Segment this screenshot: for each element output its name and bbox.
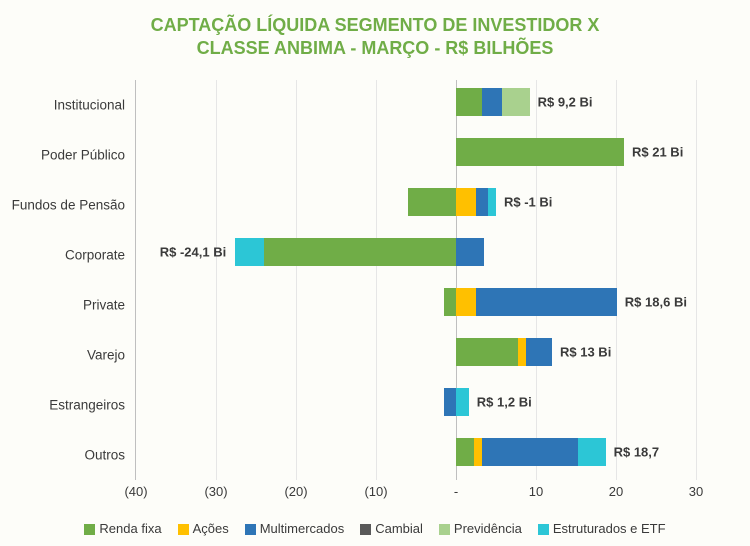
bar-track: R$ 13 Bi [136,338,695,366]
total-label: R$ 18,7 [614,445,660,460]
x-axis-tick-label: (40) [124,484,147,499]
legend-item: Renda fixa [84,521,161,536]
legend-swatch [178,524,189,535]
legend-label: Ações [193,521,229,536]
bar-track: R$ 18,6 Bi [136,288,695,316]
bar-segment [518,338,526,366]
bar-segment [444,288,456,316]
bar-segment [482,88,502,116]
legend-swatch [439,524,450,535]
bar-segment [474,438,482,466]
chart-title: CAPTAÇÃO LÍQUIDA SEGMENTO DE INVESTIDOR … [0,0,750,61]
legend-item: Multimercados [245,521,345,536]
category-label: Poder Público [0,148,125,163]
bar-track: R$ -1 Bi [136,188,695,216]
total-label: R$ 13 Bi [560,345,611,360]
x-axis-tick-label: (10) [364,484,387,499]
category-label: Fundos de Pensão [0,198,125,213]
bar-segment [476,188,488,216]
bar-segment [444,388,456,416]
bar-segment [408,188,456,216]
category-label: Institucional [0,98,125,113]
bar-row: Poder PúblicoR$ 21 Bi [136,130,695,180]
legend-label: Estruturados e ETF [553,521,666,536]
bar-segment [456,238,484,266]
bar-segment [482,438,578,466]
bar-segment [456,338,518,366]
legend-swatch [245,524,256,535]
category-label: Outros [0,448,125,463]
x-axis-tick-label: - [454,484,458,499]
bar-track: R$ 9,2 Bi [136,88,695,116]
legend-swatch [538,524,549,535]
bar-segment [578,438,605,466]
legend-label: Renda fixa [99,521,161,536]
legend-swatch [360,524,371,535]
total-label: R$ 18,6 Bi [625,295,687,310]
chart-plot-area: (40)(30)(20)(10)-102030InstitucionalR$ 9… [135,80,695,480]
category-label: Private [0,298,125,313]
bar-row: EstrangeirosR$ 1,2 Bi [136,380,695,430]
x-axis-tick-label: 20 [609,484,623,499]
bar-row: Fundos de PensãoR$ -1 Bi [136,180,695,230]
bar-row: PrivateR$ 18,6 Bi [136,280,695,330]
bar-track: R$ -24,1 Bi [136,238,695,266]
bar-segment [264,238,456,266]
x-axis-tick-label: (30) [204,484,227,499]
total-label: R$ -1 Bi [504,195,552,210]
bar-row: CorporateR$ -24,1 Bi [136,230,695,280]
bar-segment [526,338,552,366]
bar-segment [476,288,617,316]
bar-segment [456,438,474,466]
bar-track: R$ 1,2 Bi [136,388,695,416]
legend-label: Multimercados [260,521,345,536]
category-label: Corporate [0,248,125,263]
total-label: R$ 9,2 Bi [538,95,593,110]
bar-row: InstitucionalR$ 9,2 Bi [136,80,695,130]
bar-segment [456,88,482,116]
legend-swatch [84,524,95,535]
chart-title-line1: CAPTAÇÃO LÍQUIDA SEGMENTO DE INVESTIDOR … [0,14,750,37]
bar-segment [456,188,476,216]
bar-segment [502,88,530,116]
total-label: R$ -24,1 Bi [160,245,226,260]
total-label: R$ 1,2 Bi [477,395,532,410]
bar-segment [235,238,264,266]
bar-segment [456,388,469,416]
legend-item: Ações [178,521,229,536]
legend-item: Previdência [439,521,522,536]
legend-item: Estruturados e ETF [538,521,666,536]
x-axis-tick-label: (20) [284,484,307,499]
x-axis-tick-label: 30 [689,484,703,499]
bar-row: OutrosR$ 18,7 [136,430,695,480]
legend-label: Previdência [454,521,522,536]
legend-label: Cambial [375,521,423,536]
bar-row: VarejoR$ 13 Bi [136,330,695,380]
chart-title-line2: CLASSE ANBIMA - MARÇO - R$ BILHÕES [0,37,750,60]
bar-segment [456,138,624,166]
total-label: R$ 21 Bi [632,145,683,160]
bar-segment [456,288,476,316]
bar-segment [488,188,496,216]
chart-legend: Renda fixa Ações Multimercados Cambial Previ… [0,521,750,536]
bar-track: R$ 18,7 [136,438,695,466]
x-axis-tick-label: 10 [529,484,543,499]
gridline [696,80,697,480]
bar-track: R$ 21 Bi [136,138,695,166]
category-label: Estrangeiros [0,398,125,413]
category-label: Varejo [0,348,125,363]
legend-item: Cambial [360,521,423,536]
